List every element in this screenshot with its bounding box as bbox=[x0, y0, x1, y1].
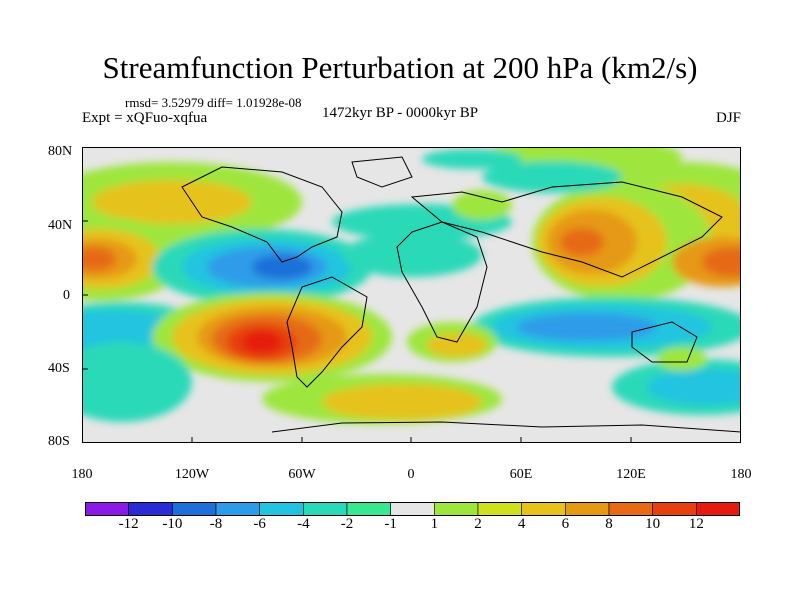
colorbar-label: -10 bbox=[162, 516, 183, 532]
colorbar-label: 10 bbox=[645, 516, 661, 532]
colorbar-label: -12 bbox=[118, 516, 139, 532]
map-ticks bbox=[82, 147, 632, 443]
colorbar-swatch bbox=[521, 502, 566, 516]
colorbar-label: 1 bbox=[430, 516, 439, 532]
colorbar-swatch bbox=[128, 502, 173, 516]
lat-tick-80s: 80S bbox=[48, 434, 70, 449]
period-label: 1472kyr BP - 0000kyr BP bbox=[322, 105, 479, 121]
lat-tick-40s: 40S bbox=[48, 361, 70, 376]
lon-tick-0: 0 bbox=[407, 467, 415, 482]
colorbar-swatch bbox=[608, 502, 653, 516]
colorbar-swatch bbox=[215, 502, 260, 516]
colorbar-swatch bbox=[390, 502, 435, 516]
coastlines bbox=[181, 156, 741, 433]
colorbar-swatch bbox=[652, 502, 697, 516]
lon-tick-120e: 120E bbox=[616, 467, 646, 482]
colorbar-label: 12 bbox=[688, 516, 704, 532]
page-title: Streamfunction Perturbation at 200 hPa (… bbox=[102, 50, 698, 85]
rmsd-stats: rmsd= 3.52979 diff= 1.01928e-08 bbox=[125, 95, 302, 110]
lon-tick-180w: 180 bbox=[71, 467, 93, 482]
season-label: DJF bbox=[715, 110, 741, 126]
lat-tick-80n: 80N bbox=[48, 144, 73, 159]
colorbar-label: -6 bbox=[253, 516, 266, 532]
colorbar-swatch bbox=[346, 502, 391, 516]
colorbar-label: -4 bbox=[297, 516, 310, 532]
colorbar-swatch bbox=[172, 502, 217, 516]
colorbar-label: -2 bbox=[340, 516, 354, 532]
colorbar-swatch bbox=[85, 502, 129, 516]
colorbar-label: 6 bbox=[561, 516, 570, 532]
colorbar-swatch bbox=[434, 502, 479, 516]
colorbar-swatch bbox=[696, 502, 740, 516]
lon-tick-180e: 180 bbox=[730, 467, 752, 482]
colorbar-swatch bbox=[259, 502, 304, 516]
colorbar-swatches bbox=[85, 502, 740, 516]
colorbar-swatch bbox=[477, 502, 522, 516]
colorbar-label: 4 bbox=[517, 516, 526, 532]
colorbar-label: 2 bbox=[474, 516, 482, 532]
colorbar-label: -1 bbox=[384, 516, 397, 532]
lon-tick-60e: 60E bbox=[509, 467, 533, 482]
colorbar-label: -8 bbox=[209, 516, 223, 532]
lat-tick-0: 0 bbox=[63, 288, 70, 303]
colorbar-label: 8 bbox=[605, 516, 613, 532]
lat-tick-40n: 40N bbox=[48, 218, 73, 233]
lon-tick-120w: 120W bbox=[174, 467, 210, 482]
streamfunction-map bbox=[82, 147, 741, 443]
colorbar-swatch bbox=[565, 502, 610, 516]
experiment-label: Expt = xQFuo-xqfua bbox=[82, 110, 208, 126]
lon-tick-60w: 60W bbox=[288, 467, 316, 482]
colorbar bbox=[85, 502, 740, 516]
colorbar-swatch bbox=[303, 502, 348, 516]
